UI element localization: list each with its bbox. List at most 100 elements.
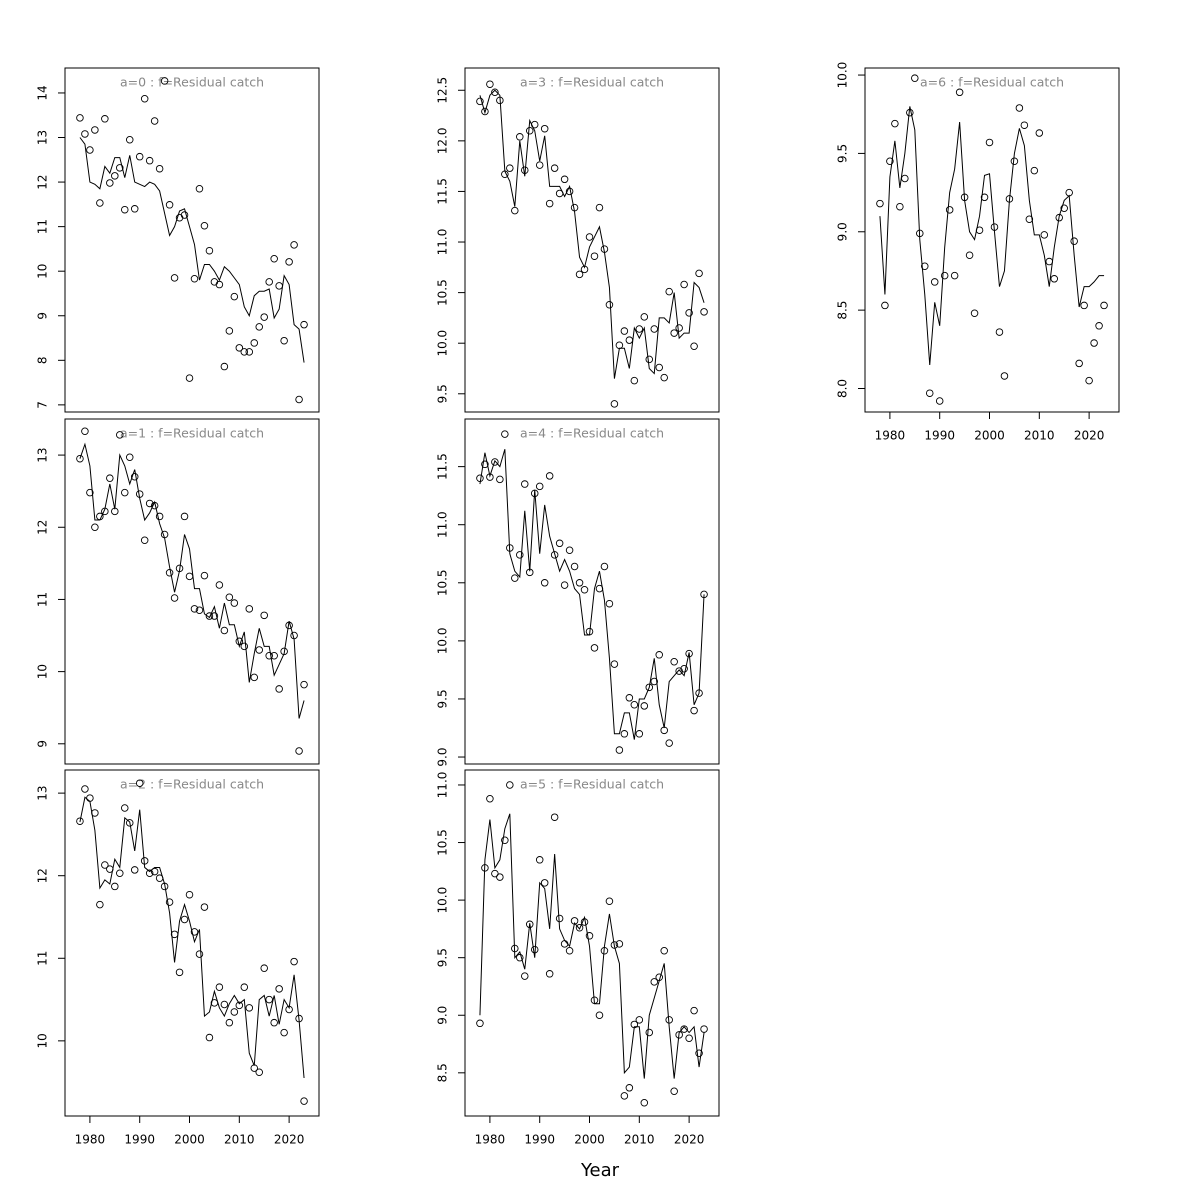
data-point (245, 348, 254, 356)
data-point (160, 77, 169, 85)
data-point (590, 252, 599, 260)
data-point (670, 1087, 678, 1095)
data-point (116, 164, 124, 172)
y-tick-label: 10 (36, 264, 50, 279)
data-point (545, 199, 554, 208)
data-point (165, 201, 174, 209)
data-point (525, 126, 534, 135)
data-point (215, 280, 224, 289)
data-point (195, 185, 204, 193)
data-point (180, 512, 189, 521)
data-point (280, 1028, 288, 1037)
data-point (270, 1018, 278, 1027)
data-point (250, 339, 259, 347)
panel-title: a=4 : f=Residual catch (520, 426, 664, 441)
y-tick-label: 9.5 (436, 948, 450, 967)
data-point (491, 88, 499, 97)
data-point (130, 205, 139, 213)
data-point (491, 869, 499, 878)
data-point (205, 1033, 214, 1042)
data-point (180, 211, 189, 219)
data-point (700, 1025, 708, 1033)
data-point (300, 680, 308, 689)
fitted-line (879, 106, 1105, 366)
data-point (680, 1025, 688, 1033)
x-tick-label: 2020 (1074, 429, 1105, 443)
x-tick-label: 2000 (574, 1133, 605, 1147)
data-point (225, 1018, 234, 1027)
data-point (565, 546, 574, 555)
data-point (486, 80, 494, 88)
data-point (660, 373, 668, 382)
data-point (290, 957, 298, 966)
data-point (165, 898, 174, 906)
data-point (240, 983, 249, 991)
data-point (645, 683, 654, 692)
data-point (590, 644, 599, 652)
y-tick-label: 10.5 (436, 569, 450, 596)
data-point (125, 453, 134, 462)
data-point (516, 953, 524, 962)
x-tick-label: 1990 (524, 1133, 555, 1147)
data-point (170, 594, 179, 602)
fitted-line (479, 813, 705, 1079)
data-point (275, 985, 283, 993)
data-point (940, 271, 949, 280)
data-point (516, 133, 524, 141)
data-point (550, 164, 559, 172)
data-point (180, 915, 189, 924)
data-point (121, 804, 129, 812)
data-point (295, 747, 303, 755)
data-point (76, 454, 84, 463)
x-tick-label: 2010 (1024, 429, 1055, 443)
data-point (970, 309, 979, 318)
data-point (506, 164, 514, 172)
data-point (630, 701, 639, 709)
data-point (101, 861, 109, 869)
data-point (521, 972, 529, 980)
data-point (96, 900, 104, 909)
data-point (881, 301, 889, 310)
data-point (615, 746, 624, 754)
fitted-line (479, 449, 705, 740)
y-tick-label: 11 (36, 219, 50, 234)
y-tick-label: 11 (36, 592, 50, 607)
data-point (1050, 275, 1059, 283)
data-point (1085, 376, 1093, 385)
data-point (995, 328, 1004, 336)
data-point (521, 480, 529, 488)
y-tick-label: 8.0 (836, 379, 850, 398)
y-tick-label: 12 (36, 174, 50, 189)
data-point (600, 562, 609, 571)
data-point (300, 320, 308, 329)
y-tick-label: 7 (36, 401, 50, 409)
panel-frame (464, 769, 720, 1117)
data-point (240, 642, 249, 651)
data-point (145, 499, 154, 508)
data-point (610, 660, 619, 668)
data-point (876, 199, 884, 208)
y-tick-label: 9.5 (436, 384, 450, 403)
data-point (170, 274, 179, 282)
data-point (911, 74, 919, 82)
y-tick-label: 9.0 (436, 1006, 450, 1025)
data-point (945, 206, 954, 214)
data-point (476, 97, 484, 106)
data-point (260, 313, 268, 321)
data-point (921, 262, 929, 271)
data-point (585, 233, 594, 241)
data-point (260, 611, 268, 620)
data-point (925, 389, 934, 397)
y-tick-label: 9.5 (836, 144, 850, 163)
data-point (140, 536, 149, 545)
x-tick-label: 2010 (224, 1133, 255, 1147)
data-point (220, 1000, 229, 1009)
data-point (896, 202, 904, 211)
data-point (1035, 129, 1044, 137)
data-point (225, 593, 234, 602)
data-point (1000, 372, 1009, 380)
panel-title: a=0 : f=Residual catch (120, 75, 264, 90)
data-point (506, 781, 514, 789)
data-point (91, 523, 99, 532)
data-point (140, 94, 149, 103)
